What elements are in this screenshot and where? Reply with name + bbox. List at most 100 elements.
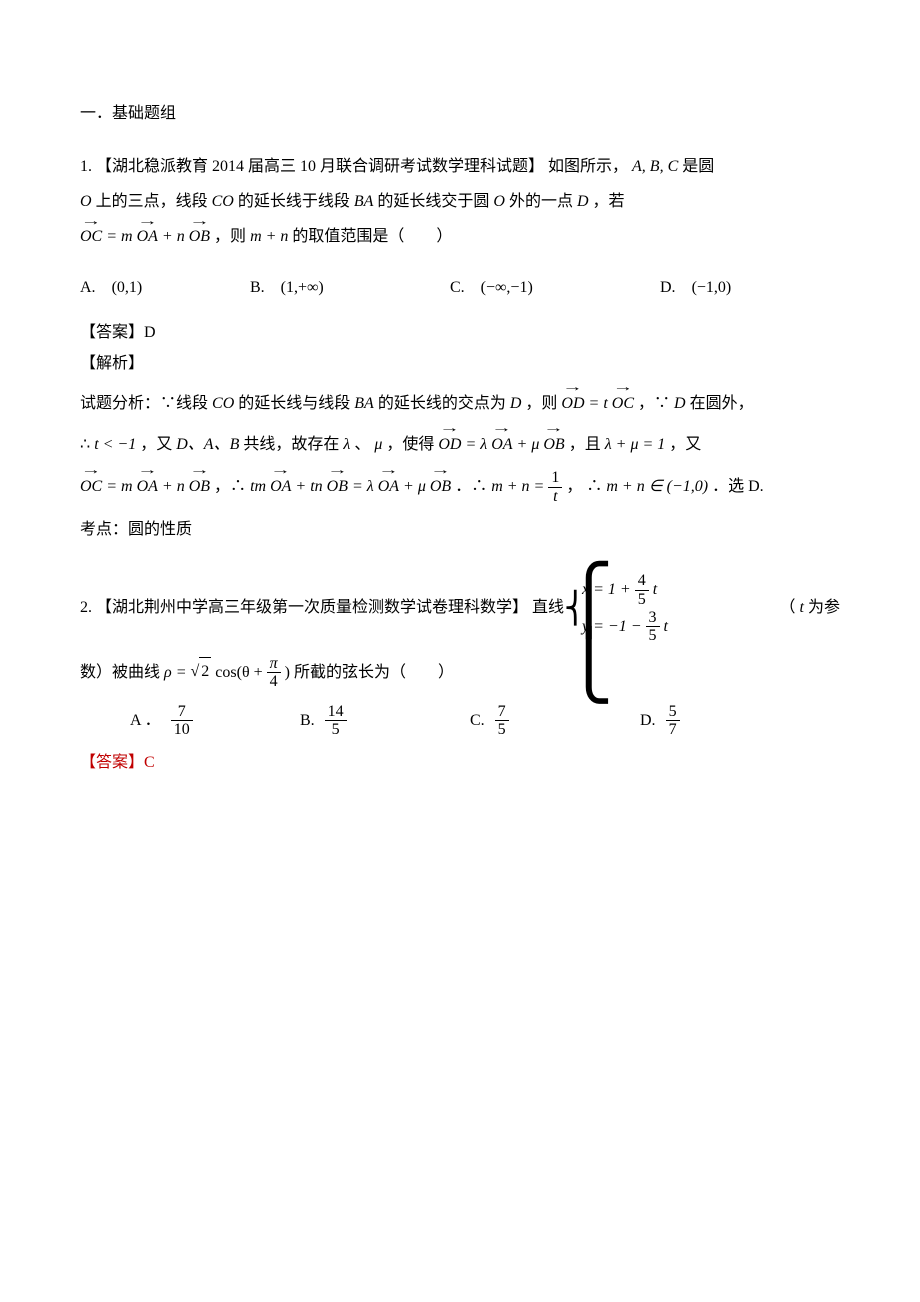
p1-mn: m + n: [250, 228, 288, 245]
p1-topic: 考点：圆的性质: [80, 516, 840, 545]
p1-topic-label: 考点：: [80, 521, 128, 538]
p2-b-num: 14: [325, 703, 347, 722]
a-l1d: ，则: [525, 395, 557, 412]
a-frac-num: 1: [548, 469, 562, 488]
a-l2e: ，使得: [386, 436, 434, 453]
p1-answer-val: D: [144, 324, 156, 341]
a-eqm2: = m: [106, 478, 132, 495]
p2-a-den: 10: [171, 721, 193, 739]
sys-y-num: 3: [646, 609, 660, 628]
sys-x-num: 4: [635, 572, 649, 591]
p2-t1: 直线: [532, 599, 564, 616]
p2-answer-label: 【答案】: [80, 754, 144, 771]
sqrt-icon: 2: [191, 657, 212, 687]
a-ob4: OB: [327, 466, 348, 508]
p1-opt-d-val: (−1,0): [692, 274, 732, 303]
p1-opt-b: B. (1,+∞): [250, 274, 450, 303]
a-oa4: OA: [270, 466, 291, 508]
p2-answer: 【答案】C: [80, 749, 840, 778]
a-l1e: ，∵: [638, 395, 670, 412]
p1-opt-c-label: C.: [450, 274, 465, 303]
a-mneq: m + n =: [491, 478, 548, 495]
p2-opt-d: D. 5 7: [640, 703, 680, 739]
section-title: 一．基础题组: [80, 100, 840, 129]
a-l2g: ，又: [669, 436, 701, 453]
a-l2d: 、: [354, 436, 370, 453]
p2-opt-b-label: B.: [300, 707, 315, 736]
p1-answer-label: 【答案】: [80, 324, 144, 341]
p2-opt-a-frac: 7 10: [171, 703, 193, 739]
p2-opt-d-frac: 5 7: [666, 703, 680, 739]
p2-l2a: 数）被曲线: [80, 663, 160, 680]
p2-l2b: 所截的弦长为（ ）: [294, 663, 454, 680]
p1-oc-vec: OC: [80, 219, 102, 254]
p1-analysis-label: 【解析】: [80, 355, 144, 372]
a-l2f: ，且: [569, 436, 601, 453]
problem-1-text: 1. 【湖北稳派教育 2014 届高三 10 月联合调研考试数学理科试题】 如图…: [80, 149, 840, 255]
a-frac-den: t: [548, 488, 562, 506]
a-l1c: 的延长线的交点为: [378, 395, 506, 412]
p1-ob-vec: OB: [189, 219, 210, 254]
p1-opt-a-val: (0,1): [112, 274, 143, 303]
p2-source: 【湖北荆州中学高三年级第一次质量检测数学试卷理科数学】: [96, 599, 528, 616]
a-l3a: ，∴: [214, 478, 246, 495]
p1-oa-vec: OA: [137, 219, 158, 254]
p2-pi4: π 4: [267, 655, 281, 691]
a-lpm1: λ + μ = 1: [605, 436, 666, 453]
p2-pi: π: [267, 655, 281, 674]
p2-d-num: 5: [666, 703, 680, 722]
a-co: CO: [212, 395, 234, 412]
sys-y-frac: 3 5: [646, 609, 660, 645]
a-dab: D、A、B: [176, 436, 239, 453]
p2-b-den: 5: [325, 721, 347, 739]
p2-line2: 数）被曲线 ρ = 2 cos(θ + π 4 ) 所截的弦长为（ ）: [80, 655, 840, 691]
p1-t8: ，则: [214, 228, 246, 245]
p2-sqrt2: 2: [199, 657, 211, 687]
a-l3d: ．选 D.: [712, 478, 764, 495]
p1-analysis-label-row: 【解析】: [80, 350, 840, 379]
a-d: D: [510, 395, 522, 412]
a-oc: OC: [612, 383, 634, 425]
p2-right: （ t 为参: [780, 594, 840, 623]
p2-number: 2.: [80, 599, 92, 616]
sys-y-t: t: [664, 617, 668, 634]
p1-ba: BA: [354, 193, 374, 210]
p2-options: A ． 7 10 B. 14 5 C. 7 5 D. 5 7: [80, 703, 840, 739]
p1-opt-c: C. (−∞,−1): [450, 274, 660, 303]
p1-eq-m: = m: [106, 228, 132, 245]
section-title-text: 一．基础题组: [80, 105, 176, 122]
p1-opt-a-label: A.: [80, 274, 96, 303]
p2-d-den: 7: [666, 721, 680, 739]
p2-c-num: 7: [495, 703, 509, 722]
p1-t7: ，若: [593, 193, 625, 210]
p2-t: t: [800, 599, 804, 616]
a-eqlam2: = λ: [352, 478, 374, 495]
p2-opt-c: C. 7 5: [470, 703, 640, 739]
a-oa3: OA: [137, 466, 158, 508]
a-ob3: OB: [189, 466, 210, 508]
a-l2a: ∴: [80, 436, 90, 453]
p2-answer-val: C: [144, 754, 155, 771]
p1-source: 【湖北稳派教育 2014 届高三 10 月联合调研考试数学理科试题】: [96, 158, 544, 175]
p1-opt-d: D. (−1,0): [660, 274, 731, 303]
p1-o2: O: [493, 193, 505, 210]
p2-four: 4: [267, 673, 281, 691]
p2-opt-c-frac: 7 5: [495, 703, 509, 739]
a-l2b: ，又: [140, 436, 172, 453]
p2-rparen: ): [285, 663, 290, 680]
p1-t9: 的取值范围是（ ）: [292, 228, 452, 245]
p2-rho: ρ =: [164, 663, 190, 680]
a-mu: μ: [374, 436, 382, 453]
a-l2c: 共线，故存在: [243, 436, 339, 453]
p1-opt-d-label: D.: [660, 274, 676, 303]
a-ob2: OB: [543, 424, 564, 466]
p2-left: 2. 【湖北荆州中学高三年级第一次质量检测数学试卷理科数学】 直线: [80, 594, 564, 623]
a-oc3: OC: [80, 466, 102, 508]
p2-c-den: 5: [495, 721, 509, 739]
p2-cos: cos(θ +: [215, 663, 266, 680]
a-frac-1t: 1 t: [548, 469, 562, 505]
a-lam: λ: [343, 436, 350, 453]
a-ob5: OB: [430, 466, 451, 508]
p2-opt-c-label: C.: [470, 707, 485, 736]
p1-t4: 的延长线于线段: [238, 193, 350, 210]
